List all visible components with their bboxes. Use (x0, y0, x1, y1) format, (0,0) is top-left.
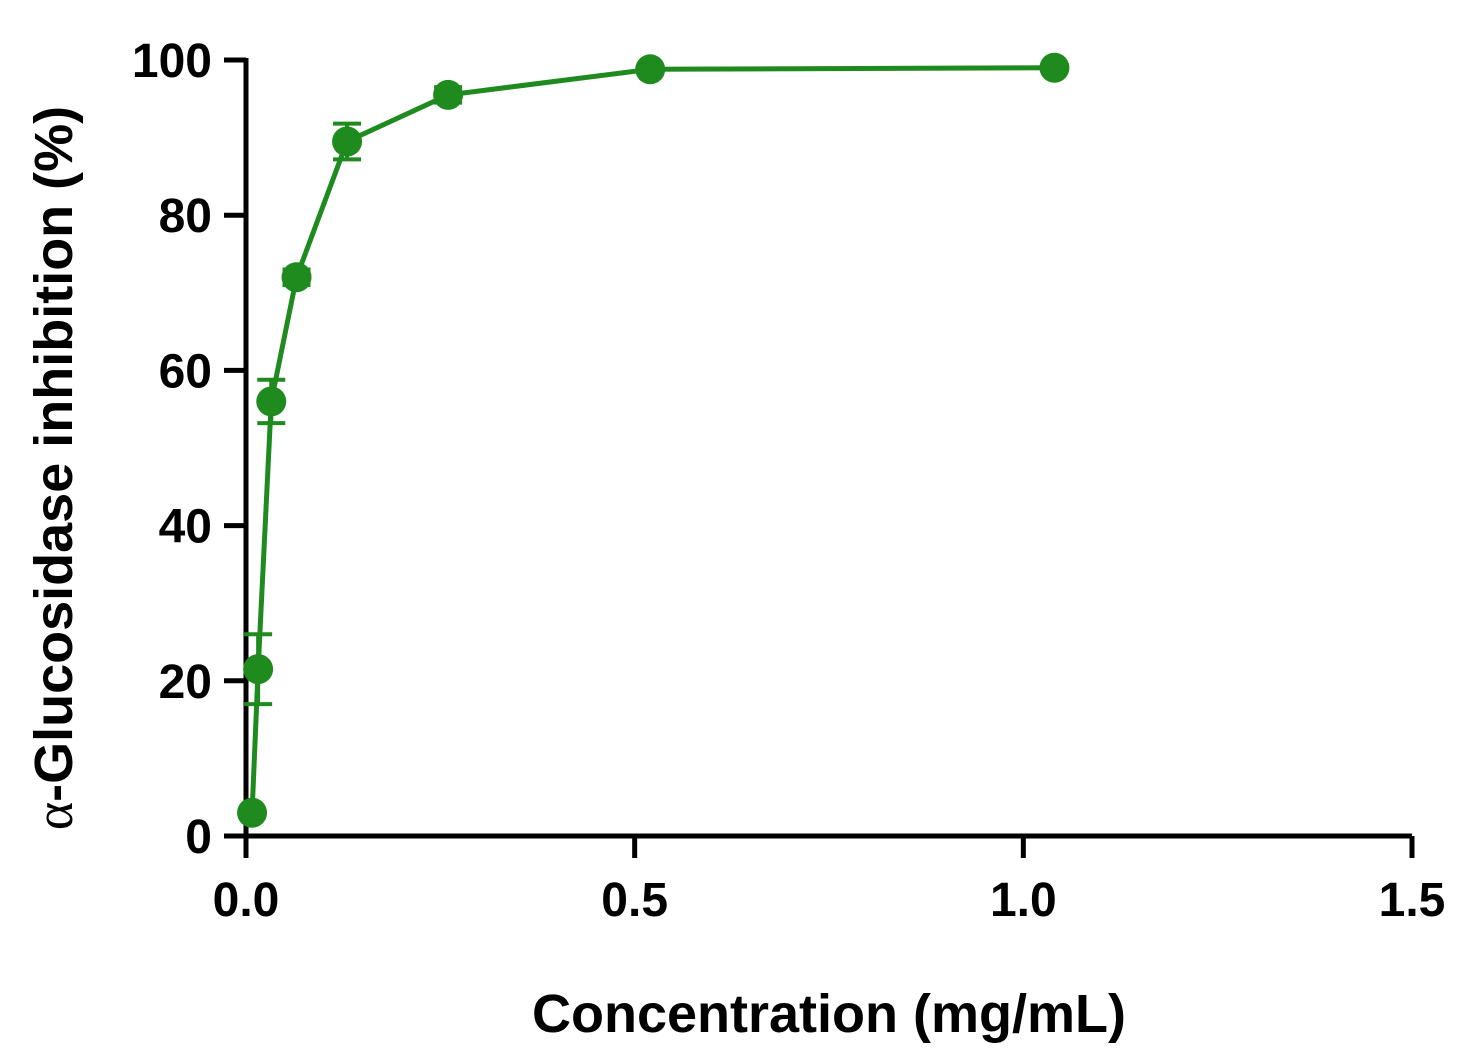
y-axis-title-text: -Glucosidase inhibition (%) (24, 106, 84, 802)
x-tick-label: 0.0 (213, 874, 280, 927)
y-tick-label: 40 (159, 501, 212, 554)
series-line (249, 65, 1055, 813)
axis-lines (243, 58, 1412, 839)
y-tick-label: 0 (185, 811, 212, 864)
data-point (433, 79, 464, 110)
x-tick-label: 1.0 (990, 874, 1057, 927)
y-axis-title: α-Glucosidase inhibition (%) (24, 106, 84, 830)
data-point (281, 262, 312, 293)
x-tick-label: 1.5 (1379, 874, 1446, 927)
y-tick-label: 60 (159, 345, 212, 398)
x-tick-label: 0.5 (601, 874, 668, 927)
x-axis-ticks: 0.0 0.5 1.0 1.5 (213, 836, 1446, 927)
data-point (237, 797, 268, 828)
data-point (256, 386, 287, 417)
y-tick-label: 100 (132, 35, 212, 88)
series-layer (237, 52, 1070, 828)
y-axis-ticks: 0 20 40 60 80 100 (132, 35, 246, 864)
y-axis-title-prefix: α (24, 802, 84, 830)
data-point (635, 54, 666, 85)
axes (243, 58, 1412, 839)
data-point (332, 126, 363, 157)
y-tick-label: 80 (159, 190, 212, 243)
data-point (243, 654, 274, 685)
y-tick-label: 20 (159, 656, 212, 709)
x-axis-title: Concentration (mg/mL) (532, 984, 1126, 1044)
data-point (1039, 52, 1070, 83)
